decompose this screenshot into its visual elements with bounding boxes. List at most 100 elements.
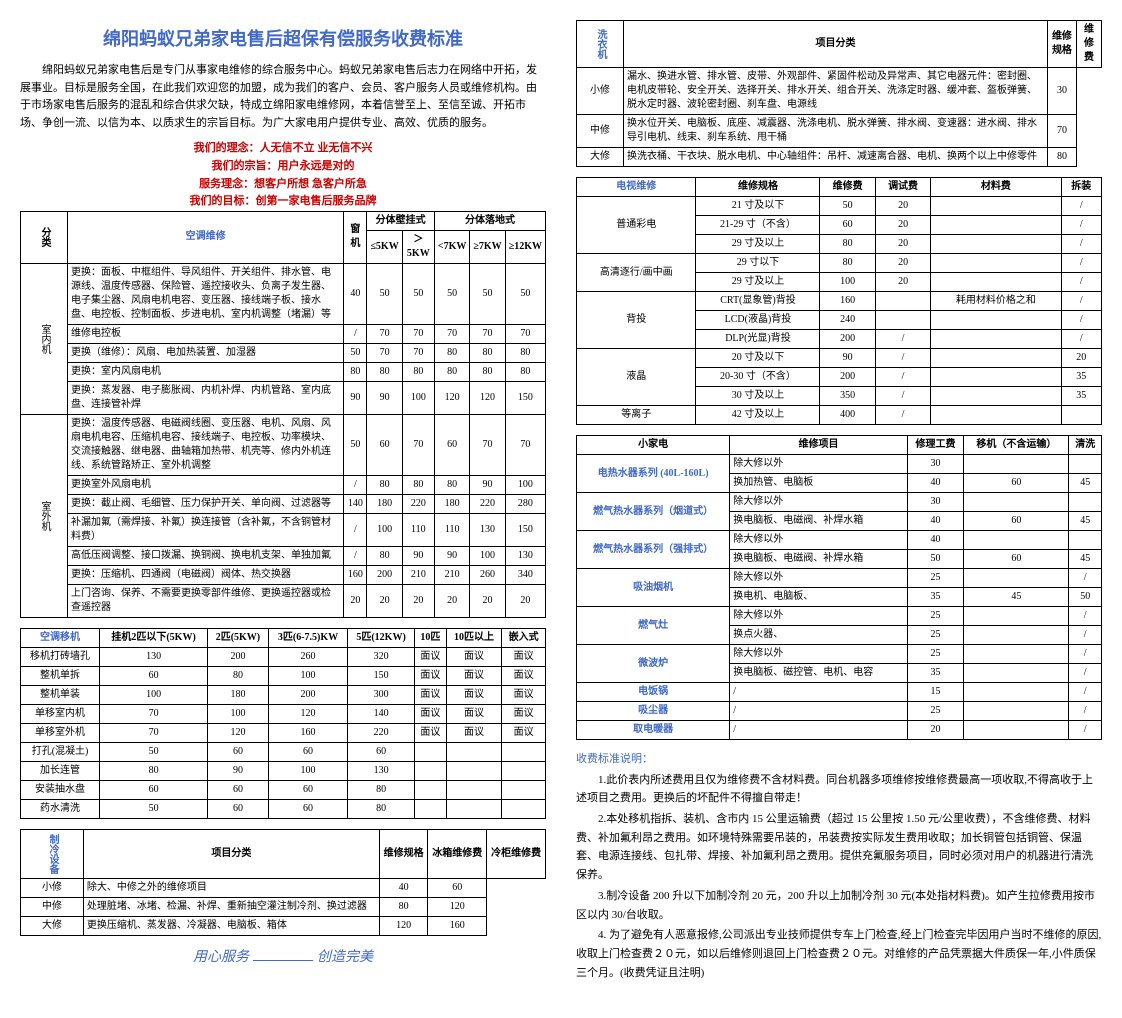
ac-cell: 90 xyxy=(402,546,434,565)
small-cat: 电饭锅 xyxy=(577,683,730,702)
ac-indoor-cat: 室内机 xyxy=(21,263,68,414)
move-cell: 面议 xyxy=(502,685,546,704)
move-cell: 80 xyxy=(348,780,415,799)
small-cell: 25 xyxy=(907,702,964,721)
ac-cell: 110 xyxy=(402,513,434,546)
move-row-label: 安装抽水盘 xyxy=(21,780,100,799)
ac-cell: 150 xyxy=(505,381,545,414)
small-cell: 换点火器、 xyxy=(730,626,907,645)
ac-cell: / xyxy=(344,546,367,565)
move-cell: 140 xyxy=(348,704,415,723)
ac-cell: / xyxy=(344,513,367,546)
ac-cell: 80 xyxy=(434,362,469,381)
washer-cell: 80 xyxy=(1047,148,1076,167)
slogan-block: 我们的理念：人无信不立 业无信不兴 我们的宗旨：用户永远是对的 服务理念：想客户… xyxy=(20,140,546,210)
tv-cell: 240 xyxy=(820,311,875,330)
move-cell: 70 xyxy=(100,704,208,723)
small-cell: 15 xyxy=(907,683,964,702)
small-cell xyxy=(964,531,1069,550)
tv-cell: 400 xyxy=(820,406,875,425)
tv-cell: 35 xyxy=(1061,387,1101,406)
move-cell: 面议 xyxy=(502,647,546,666)
intro-text: 绵阳蚂蚁兄弟家电售后是专门从事家电维修的综合服务中心。蚂蚁兄弟家电售后志力在网络… xyxy=(20,62,546,132)
ac-cell: 20 xyxy=(367,584,402,617)
small-cell: / xyxy=(1069,664,1102,683)
small-cell: 30 xyxy=(907,455,964,474)
tv-cell xyxy=(931,368,1061,387)
fridge-cell: 120 xyxy=(379,916,427,935)
ac-row-label: 上门咨询、保养、不需要更换零部件维修、更换遥控器或检查遥控器 xyxy=(68,584,344,617)
tv-cell: / xyxy=(875,330,930,349)
tv-cell: 80 xyxy=(820,235,875,254)
move-cell: 面议 xyxy=(446,704,501,723)
ac-cell: 70 xyxy=(505,324,545,343)
ac-cell: 50 xyxy=(402,263,434,324)
small-cell: 除大修以外 xyxy=(730,531,907,550)
tv-cell: 100 xyxy=(820,273,875,292)
ac-cell: 130 xyxy=(505,546,545,565)
tv-cell: 29 寸及以上 xyxy=(696,273,820,292)
small-cell: 60 xyxy=(964,512,1069,531)
small-cell: 除大修以外 xyxy=(730,607,907,626)
ac-cell: 140 xyxy=(344,494,367,513)
tv-cell xyxy=(875,292,930,311)
tv-cell: 200 xyxy=(820,330,875,349)
tv-cell xyxy=(931,197,1061,216)
small-cell xyxy=(1069,531,1102,550)
ac-outdoor-cat: 室外机 xyxy=(21,414,68,617)
ac-cell: 90 xyxy=(470,475,505,494)
move-cell: 120 xyxy=(208,723,269,742)
move-cell: 100 xyxy=(268,666,347,685)
ac-cell: 50 xyxy=(434,263,469,324)
move-cell: 260 xyxy=(268,647,347,666)
tv-cell xyxy=(931,235,1061,254)
ac-cell: 260 xyxy=(470,565,505,584)
tv-cell: / xyxy=(875,387,930,406)
tv-cell: 60 xyxy=(820,216,875,235)
move-cell xyxy=(414,780,446,799)
move-cell: 100 xyxy=(268,761,347,780)
small-cell: 换电脑板、磁控管、电机、电容 xyxy=(730,664,907,683)
slogan-3: 服务理念：想客户所想 急客户所急 xyxy=(20,176,546,194)
col-category: 分类 xyxy=(21,211,68,263)
note-2: 2.本处移机指拆、装机、含市内 15 公里运输费（超过 15 公里按 1.50 … xyxy=(576,810,1102,885)
tv-cell xyxy=(875,311,930,330)
ac-cell: 80 xyxy=(367,475,402,494)
slogan-2: 我们的宗旨：用户永远是对的 xyxy=(20,158,546,176)
tv-cell: 80 xyxy=(820,254,875,273)
small-cell: / xyxy=(1069,569,1102,588)
tv-cell xyxy=(1061,406,1101,425)
ac-move-title: 空调移机 xyxy=(21,628,100,647)
move-cell: 60 xyxy=(208,742,269,761)
move-cell xyxy=(446,761,501,780)
slogan-1: 我们的理念：人无信不立 业无信不兴 xyxy=(20,140,546,158)
small-cell: / xyxy=(1069,702,1102,721)
tv-cell: 21 寸及以下 xyxy=(696,197,820,216)
move-cell: 80 xyxy=(100,761,208,780)
ac-cell: 200 xyxy=(367,565,402,584)
fridge-cell: 80 xyxy=(379,897,427,916)
tv-cell: / xyxy=(875,406,930,425)
ac-cell: 210 xyxy=(434,565,469,584)
footer-slogan: 用心服务创造完美 xyxy=(20,946,546,966)
tv-cell: / xyxy=(1061,235,1101,254)
move-cell: 120 xyxy=(268,704,347,723)
ac-cell: 70 xyxy=(470,324,505,343)
ac-row-label: 更换：蒸发器、电子膨胀阀、内机补焊、内机管路、室内底盘、连接管补焊 xyxy=(68,381,344,414)
move-cell: 面议 xyxy=(502,704,546,723)
tv-title: 电视维修 xyxy=(577,178,696,197)
washer-cell: 换洗衣桶、干衣块、脱水电机、中心轴组件：吊杆、减速离合器、电机、换两个以上中修零… xyxy=(624,148,1048,167)
move-cell: 面议 xyxy=(502,723,546,742)
tv-cell: 35 xyxy=(1061,368,1101,387)
small-cell: / xyxy=(730,683,907,702)
small-cell: 45 xyxy=(964,588,1069,607)
tv-cell: / xyxy=(1061,311,1101,330)
ac-repair-title: 空调维修 xyxy=(68,211,344,263)
washer-cell: 大修 xyxy=(577,148,624,167)
ac-cell: 100 xyxy=(367,513,402,546)
small-cell xyxy=(964,493,1069,512)
tv-cell: 20 xyxy=(875,273,930,292)
fridge-cell: 除大、中修之外的维修项目 xyxy=(83,878,379,897)
ac-cell: 40 xyxy=(344,263,367,324)
tv-cell: / xyxy=(1061,273,1101,292)
